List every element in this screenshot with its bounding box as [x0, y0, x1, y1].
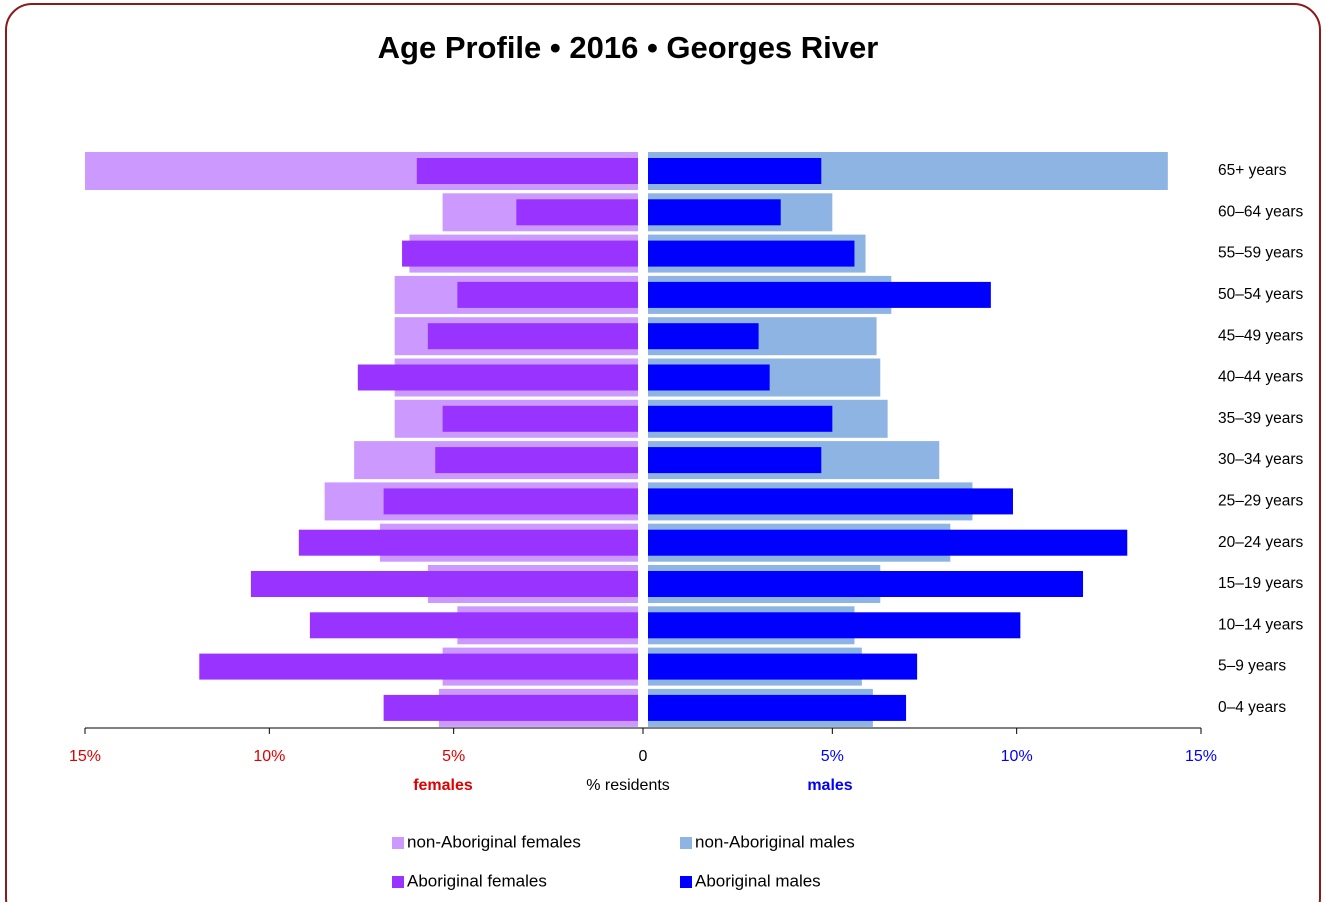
bar [648, 488, 1013, 515]
category-label: 30–34 years [1218, 451, 1304, 468]
bar [648, 364, 770, 391]
category-label: 0–4 years [1218, 699, 1286, 716]
females-label: females [413, 777, 473, 794]
bar [199, 653, 638, 680]
bar [250, 571, 638, 597]
bar [383, 694, 638, 721]
legend-swatch [680, 876, 692, 888]
legend-label: Aboriginal males [695, 871, 821, 890]
bar [648, 447, 822, 474]
legend-label: Aboriginal females [407, 871, 547, 890]
x-tick-label: 10% [253, 748, 285, 765]
bar [648, 405, 833, 432]
category-label: 20–24 years [1218, 534, 1304, 551]
x-tick-label: 5% [442, 748, 465, 765]
legend-label: non-Aboriginal males [695, 832, 855, 851]
bar [442, 405, 638, 432]
bar [648, 199, 781, 226]
legend-label: non-Aboriginal females [407, 832, 581, 851]
bar [648, 158, 822, 184]
chart-title: Age Profile • 2016 • Georges River [378, 30, 879, 65]
bar [648, 612, 1021, 639]
category-label: 40–44 years [1218, 369, 1304, 386]
bar [516, 199, 638, 226]
bar [427, 323, 638, 350]
bar [416, 158, 638, 184]
category-label: 45–49 years [1218, 327, 1304, 344]
category-label: 35–39 years [1218, 410, 1304, 427]
bar [457, 281, 638, 308]
bar [648, 571, 1084, 597]
bar [648, 653, 918, 680]
bar [648, 281, 991, 308]
category-label: 25–29 years [1218, 492, 1304, 509]
category-label: 50–54 years [1218, 286, 1304, 303]
x-tick-label: 15% [1185, 748, 1217, 765]
x-axis-label: % residents [586, 777, 670, 794]
bar [383, 488, 638, 515]
bar [648, 323, 759, 350]
bar [357, 364, 638, 391]
bar [402, 240, 638, 267]
category-label: 60–64 years [1218, 203, 1304, 220]
legend-swatch [392, 837, 404, 849]
males-label: males [807, 777, 852, 794]
x-tick-label: 0 [639, 748, 648, 765]
x-tick-label: 15% [69, 748, 101, 765]
legend-swatch [680, 837, 692, 849]
bar [648, 694, 907, 721]
x-tick-label: 10% [1001, 748, 1033, 765]
bar [648, 529, 1128, 556]
bar [648, 240, 855, 267]
x-tick-label: 5% [821, 748, 844, 765]
bar [435, 447, 638, 474]
category-label: 10–14 years [1218, 616, 1304, 633]
bar [309, 612, 638, 639]
category-label: 65+ years [1218, 162, 1287, 179]
legend-swatch [392, 876, 404, 888]
bar [298, 529, 638, 556]
category-label: 55–59 years [1218, 245, 1304, 262]
category-label: 5–9 years [1218, 658, 1286, 675]
category-label: 15–19 years [1218, 575, 1304, 592]
